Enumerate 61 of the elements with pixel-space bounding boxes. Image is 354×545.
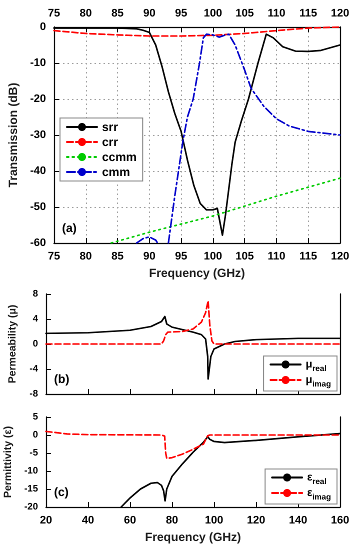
x-tick-label: 80 [166,514,178,526]
y-tick-label: -20 [24,502,38,512]
y-tick-label: -50 [30,201,46,213]
legend-label: cmm [102,165,130,179]
x-tick-label: 20 [40,514,52,526]
x2-tick-label: 85 [111,8,124,20]
legend-label: ccmm [102,150,137,164]
y-axis-title: Permittivity (ε) [2,426,14,498]
y-tick-label: -10 [24,466,38,476]
x-tick-label: 110 [268,250,286,262]
x-tick-label: 140 [288,514,308,526]
line-series [110,177,341,244]
y-tick-label: -8 [30,388,38,400]
y-tick-label: 8 [32,288,38,300]
x-tick-label: 120 [246,514,266,526]
annotation: (a) [62,221,77,235]
y-tick-label: -30 [30,129,46,141]
y-tick-label: 0 [32,338,38,350]
x-tick-label: 100 [204,514,224,526]
y-tick-label: 0 [40,21,46,33]
legend-label: srr [102,120,118,134]
y-tick-label: 4 [32,314,39,324]
x2-tick-label: 100 [204,8,222,20]
x-tick-label: 75 [48,250,60,262]
x-axis-title: Frequency (GHz) [144,530,242,544]
y-tick-label: 5 [32,412,39,422]
y-axis-title: Transmission (dB) [6,82,20,188]
annotation: (c) [54,485,69,499]
x-tick-label: 95 [174,250,188,262]
y-axis-title: Permeability (μ) [6,304,18,384]
y-tick-label: -20 [30,93,46,105]
x-axis-title: Frequency (GHz) [148,266,246,280]
x2-tick-label: 75 [48,8,60,20]
x-tick-label: 40 [82,514,94,526]
x-tick-label: 120 [330,250,350,262]
x2-tick-label: 115 [299,8,318,20]
y-tick-label: -60 [30,237,46,249]
x2-tick-label: 90 [143,8,156,20]
x-tick-label: 60 [124,514,136,526]
y-tick-label: -10 [30,57,46,69]
x-tick-label: 85 [111,250,124,262]
x-tick-label: 160 [330,514,350,526]
x-tick-label: 100 [204,250,222,262]
x-tick-label: 115 [299,250,318,262]
line-series [45,300,341,345]
x2-tick-label: 80 [80,8,92,20]
x2-tick-label: 110 [268,8,286,20]
y-tick-label: -40 [30,165,46,177]
x-tick-label: 90 [143,250,156,262]
y-tick-label: 0 [32,430,38,440]
legend-label: crr [102,135,118,149]
y-tick-label: -4 [30,364,39,374]
annotation: (b) [54,372,70,386]
x-tick-label: 80 [80,250,92,262]
x2-tick-label: 105 [235,8,254,20]
y-tick-label: -5 [30,448,39,458]
x2-tick-label: 120 [330,8,350,20]
line-series [45,430,341,460]
x-tick-label: 105 [235,250,254,262]
x2-tick-label: 95 [174,8,188,20]
y-tick-label: -15 [24,484,39,494]
